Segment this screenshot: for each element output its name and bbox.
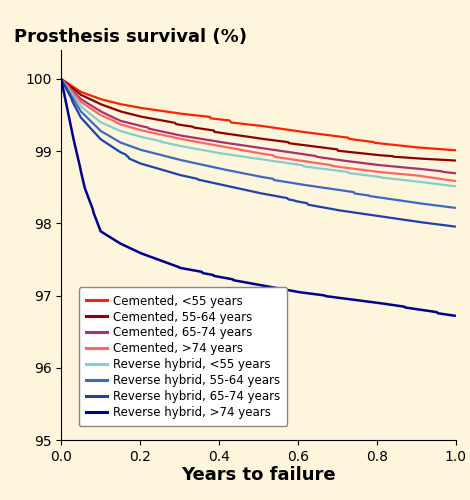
X-axis label: Years to failure: Years to failure bbox=[181, 466, 336, 484]
Text: Prosthesis survival (%): Prosthesis survival (%) bbox=[14, 28, 247, 46]
Legend: Cemented, <55 years, Cemented, 55-64 years, Cemented, 65-74 years, Cemented, >74: Cemented, <55 years, Cemented, 55-64 yea… bbox=[79, 288, 288, 426]
